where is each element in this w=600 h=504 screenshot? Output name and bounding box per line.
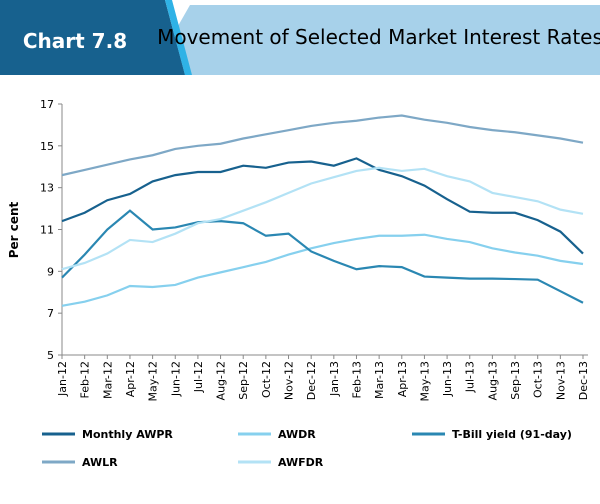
- chart-label: Chart 7.8: [23, 29, 127, 53]
- x-tick-label: Mar-13: [373, 361, 386, 399]
- x-tick-label: Dec-13: [577, 361, 590, 400]
- x-tick-label: Feb-13: [350, 361, 363, 398]
- x-tick-label: Jan-12: [56, 361, 69, 397]
- x-tick-label: May-13: [418, 361, 431, 402]
- x-tick-label: Apr-13: [396, 361, 409, 397]
- x-tick-label: Sep-13: [509, 361, 522, 400]
- x-tick-label: Dec-12: [305, 361, 318, 400]
- legend-label: T-Bill yield (91-day): [452, 428, 572, 441]
- series-line: [61, 209, 584, 304]
- legend-label: AWDR: [278, 428, 316, 441]
- series-line: [61, 157, 584, 255]
- series-line: [61, 233, 584, 307]
- x-tick-label: May-12: [147, 361, 160, 402]
- y-axis-label: Per cent: [7, 201, 21, 258]
- x-tick-label: Jan-13: [328, 361, 341, 397]
- chart-title: Movement of Selected Market Interest Rat…: [157, 25, 600, 49]
- x-tick-label: Oct-12: [260, 361, 273, 398]
- x-tick-label: Jul-12: [192, 361, 205, 393]
- x-tick-label: Jun-13: [441, 361, 454, 397]
- y-tick-label: 17: [40, 98, 54, 111]
- y-tick-label: 13: [40, 182, 54, 195]
- x-tick-label: Apr-12: [124, 361, 137, 397]
- x-tick-label: Oct-13: [532, 361, 545, 398]
- x-tick-label: Nov-12: [283, 361, 296, 400]
- x-tick-label: Jul-13: [464, 361, 477, 393]
- x-tick-label: Aug-13: [486, 361, 499, 400]
- y-tick-label: 7: [47, 307, 54, 320]
- label-stripe: [165, 0, 192, 75]
- legend-label: AWLR: [82, 456, 118, 469]
- x-tick-label: Sep-12: [237, 361, 250, 400]
- legend-label: AWFDR: [278, 456, 324, 469]
- x-tick-label: Jun-12: [169, 361, 182, 397]
- title-banner: [150, 5, 600, 75]
- x-tick-label: Aug-12: [215, 361, 228, 400]
- x-tick-label: Mar-12: [101, 361, 114, 399]
- series-line: [61, 166, 584, 271]
- x-tick-label: Nov-13: [554, 361, 567, 400]
- y-tick-label: 9: [47, 265, 54, 278]
- y-tick-label: 5: [47, 349, 54, 362]
- x-tick-label: Feb-12: [79, 361, 92, 398]
- legend-label: Monthly AWPR: [82, 428, 173, 441]
- series-line: [61, 114, 584, 177]
- label-box: [0, 0, 185, 75]
- y-tick-label: 15: [40, 140, 54, 153]
- y-tick-label: 11: [40, 224, 54, 237]
